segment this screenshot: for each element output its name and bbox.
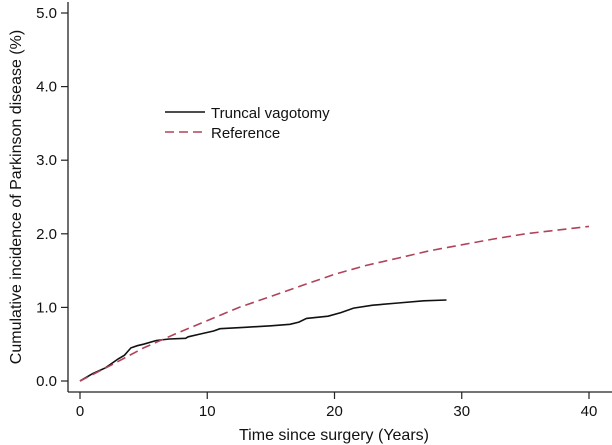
series-line-truncal-vagotomy <box>79 299 447 382</box>
legend-label-truncal-vagotomy: Truncal vagotomy <box>211 105 330 122</box>
legend-label-reference: Reference <box>211 125 280 142</box>
y-tick-label: 0.0 <box>36 373 57 390</box>
y-tick-label: 1.0 <box>36 299 57 316</box>
x-tick-label: 30 <box>453 403 470 420</box>
x-axis-label: Time since surgery (Years) <box>239 427 429 444</box>
y-tick-label: 4.0 <box>36 79 57 96</box>
legend: Truncal vagotomy Reference <box>165 105 330 142</box>
series-line-reference <box>79 225 590 382</box>
y-tick-label: 3.0 <box>36 152 57 169</box>
x-tick-label: 40 <box>581 403 598 420</box>
x-tick-label: 0 <box>76 403 84 420</box>
y-tick-label: 2.0 <box>36 226 57 243</box>
x-tick-label: 10 <box>199 403 216 420</box>
axes <box>67 2 612 393</box>
x-tick-label: 20 <box>326 403 343 420</box>
y-axis-label: Cumulative incidence of Parkinson diseas… <box>8 30 25 364</box>
y-tick-label: 5.0 <box>36 5 57 22</box>
